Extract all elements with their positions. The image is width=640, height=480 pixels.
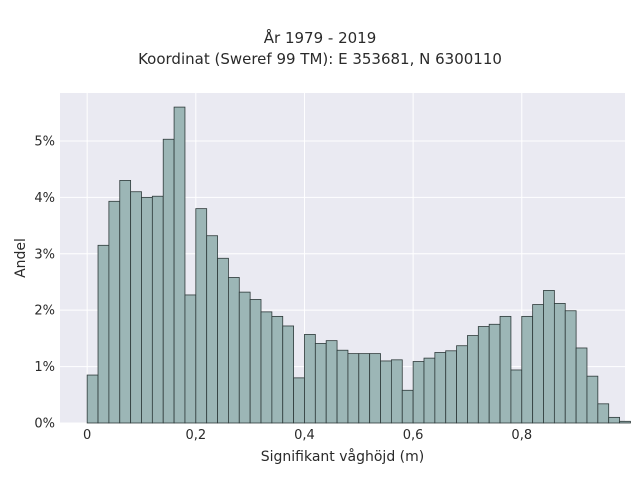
histogram-bar — [206, 235, 218, 424]
histogram-bar — [564, 310, 577, 424]
histogram-bar — [162, 138, 175, 424]
histogram-bar — [434, 352, 447, 424]
histogram-bar — [228, 277, 240, 424]
histogram-bar — [532, 304, 544, 424]
histogram-bar — [510, 369, 523, 424]
histogram-bar — [597, 403, 610, 424]
histogram-bar — [141, 196, 153, 424]
chart-title-line-1: År 1979 - 2019 — [263, 29, 377, 47]
histogram-bar — [108, 200, 121, 424]
histogram-bar — [238, 291, 251, 424]
histogram-bar — [575, 347, 588, 424]
histogram-bar — [369, 353, 381, 424]
histogram-bar — [293, 377, 305, 424]
histogram-bar — [249, 299, 262, 424]
histogram-bar — [553, 303, 566, 424]
x-axis-ticks: 0 0,2 0,4 0,6 0,8 — [83, 428, 532, 443]
x-axis-label: Signifikant våghöjd (m) — [261, 448, 424, 465]
histogram-bar — [336, 349, 349, 424]
histogram-bar — [390, 359, 403, 424]
histogram-bar — [325, 340, 338, 424]
histogram-bar — [499, 315, 512, 424]
histogram-bar — [97, 244, 110, 424]
y-tick-label: 0% — [34, 417, 55, 432]
histogram-bar — [119, 180, 132, 424]
histogram-bar — [608, 416, 620, 424]
histogram-bar — [412, 361, 425, 424]
histogram-bar — [217, 257, 229, 424]
histogram-bar — [521, 315, 534, 424]
histogram-bar — [423, 357, 436, 424]
y-tick-label: 2% — [34, 304, 55, 319]
histogram-bars — [86, 106, 631, 424]
y-axis-label: Andel — [13, 238, 29, 278]
histogram-bar — [260, 311, 273, 424]
y-tick-label: 1% — [34, 360, 55, 375]
histogram-bar — [467, 335, 479, 424]
histogram-bar — [456, 345, 468, 424]
histogram-bar — [195, 208, 208, 424]
x-tick-label: 0,6 — [403, 428, 424, 443]
histogram-bar — [304, 334, 316, 424]
histogram-bar — [358, 353, 371, 424]
x-tick-label: 0 — [83, 428, 91, 443]
x-tick-label: 0,2 — [185, 428, 206, 443]
histogram-bar — [401, 389, 414, 424]
y-tick-label: 5% — [34, 134, 55, 149]
x-tick-label: 0,4 — [294, 428, 315, 443]
histogram-bar — [314, 343, 327, 424]
y-tick-label: 4% — [34, 191, 55, 206]
y-axis-ticks: 0% 1% 2% 3% 4% 5% — [34, 134, 55, 431]
histogram-bar — [445, 350, 457, 424]
histogram-bar — [543, 290, 555, 424]
histogram-bar — [477, 326, 490, 424]
y-tick-label: 3% — [34, 247, 55, 262]
histogram-bar — [184, 294, 197, 424]
histogram-bar — [488, 323, 501, 424]
histogram-bar — [586, 375, 599, 424]
chart-title-line-2: Koordinat (Sweref 99 TM): E 353681, N 63… — [138, 50, 502, 68]
histogram-bar — [380, 360, 392, 424]
histogram-bar — [347, 353, 360, 424]
histogram-bar — [130, 191, 142, 424]
histogram-bar — [271, 315, 284, 424]
histogram-bar — [86, 374, 99, 424]
histogram-bar — [619, 420, 631, 424]
histogram-bar — [151, 195, 164, 424]
x-tick-label: 0,8 — [511, 428, 532, 443]
histogram-bar — [173, 106, 186, 424]
histogram-bar — [282, 325, 295, 424]
